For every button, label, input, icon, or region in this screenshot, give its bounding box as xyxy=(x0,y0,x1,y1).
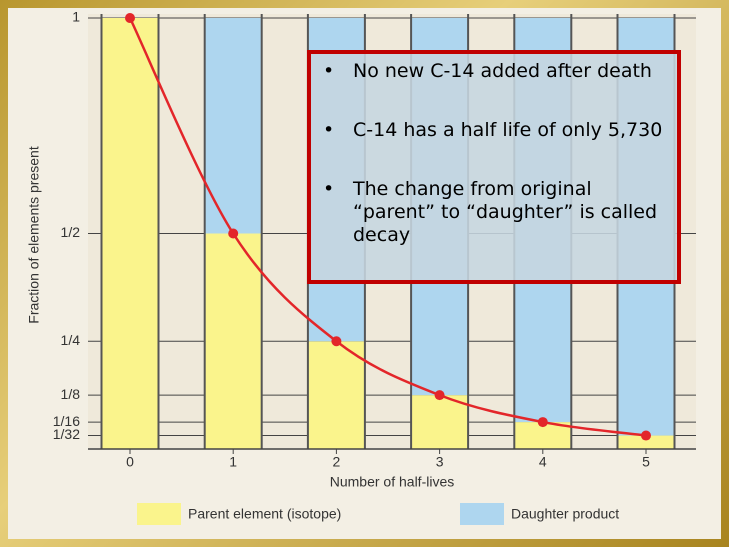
decay-point xyxy=(641,430,651,441)
decay-point xyxy=(434,390,445,401)
legend-label: Daughter product xyxy=(511,506,619,522)
x-axis-title: Number of half-lives xyxy=(330,474,455,490)
bar-segment xyxy=(204,233,262,449)
y-axis-title: Fraction of elements present xyxy=(26,146,42,324)
y-tick-label: 1/4 xyxy=(61,332,81,348)
x-tick-label: 5 xyxy=(642,454,650,470)
callout-item: No new C-14 added after death xyxy=(323,60,665,83)
legend-swatch xyxy=(460,503,504,525)
decay-point xyxy=(125,13,135,23)
bar-segment xyxy=(101,18,159,449)
x-tick-label: 1 xyxy=(229,454,237,470)
decay-point xyxy=(537,417,548,428)
callout-item: The change from original “parent” to “da… xyxy=(323,178,665,247)
bar-segment xyxy=(307,341,365,449)
callout-item: C-14 has a half life of only 5,730 xyxy=(323,119,665,142)
y-tick-label: 1/8 xyxy=(61,386,81,402)
x-tick-label: 3 xyxy=(436,454,444,470)
legend-swatch xyxy=(137,503,181,525)
callout: No new C-14 added after death C-14 has a … xyxy=(307,50,681,284)
x-tick-label: 0 xyxy=(126,454,134,470)
legend-label: Parent element (isotope) xyxy=(188,506,341,522)
decay-point xyxy=(228,228,239,239)
decay-point xyxy=(331,336,342,347)
y-tick-label: 1 xyxy=(72,9,80,25)
y-tick-label: 1/16 xyxy=(53,413,80,429)
bar-segment xyxy=(617,435,675,449)
bar-segment xyxy=(204,18,262,234)
y-tick-label: 1/32 xyxy=(53,426,80,442)
x-tick-label: 4 xyxy=(539,454,547,470)
bar-segment xyxy=(411,395,469,449)
callout-list: No new C-14 added after death C-14 has a … xyxy=(311,60,677,247)
x-tick-label: 2 xyxy=(333,454,341,470)
y-tick-label: 1/2 xyxy=(61,224,81,240)
